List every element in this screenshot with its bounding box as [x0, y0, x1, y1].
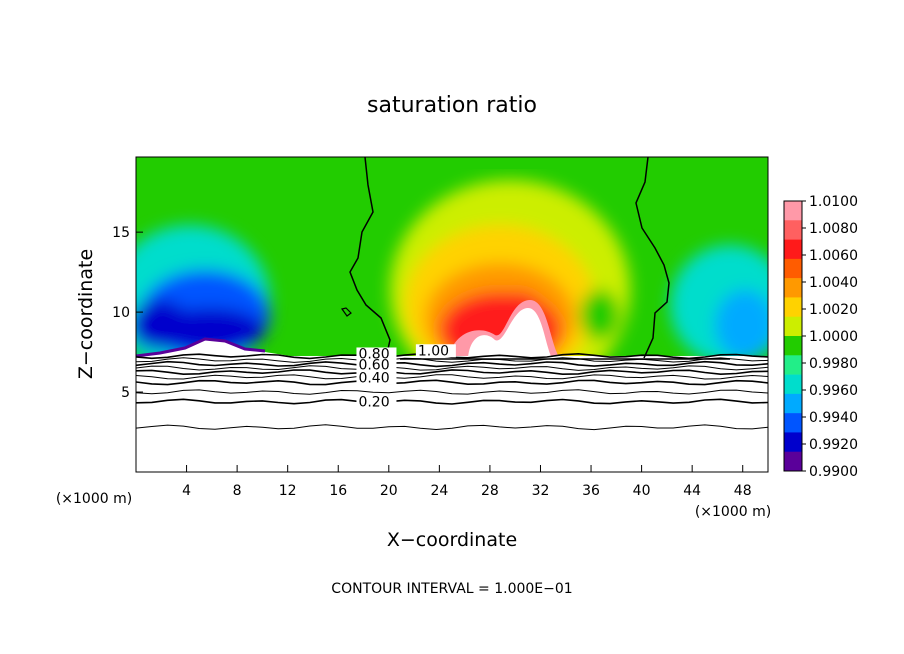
colorbar-label: 1.0100: [809, 194, 858, 210]
contour-line: [136, 374, 768, 380]
colorbar-swatch: [784, 258, 802, 279]
x-tick-label: 16: [329, 483, 347, 499]
colorbar-swatch: [784, 220, 802, 240]
contour-label-bg: [356, 395, 397, 409]
x-axis: 4 8 12 16 20 24 28 32 36 40 44 48: [182, 465, 752, 499]
x-tick-label: 40: [633, 483, 651, 499]
plot-area: 1.00 0.800.600.40 0.20: [135, 156, 769, 473]
x-tick-label: 4: [182, 483, 191, 499]
colorbar-swatch: [784, 451, 802, 472]
contour-line-1-right: [635, 157, 670, 359]
contour-label-bg: [415, 344, 456, 358]
x-unit-label-left: (×1000 m): [56, 491, 132, 507]
y-tick-label: 15: [112, 225, 130, 241]
contour-line-small: [340, 307, 352, 317]
plot-frame: [135, 156, 769, 473]
x-tick-label: 48: [734, 483, 752, 499]
y-tick-label: 10: [112, 305, 130, 321]
x-tick-label: 24: [430, 483, 448, 499]
contour-line: [136, 357, 768, 363]
x-tick-label: 28: [481, 483, 499, 499]
contour-label-bg: [356, 347, 397, 361]
colorbar-label: 1.0060: [809, 248, 858, 264]
contour-line: [136, 352, 768, 360]
colorbar-label: 1.0040: [809, 275, 858, 291]
colorbar-swatch: [784, 374, 802, 395]
colorbar-swatch: [784, 201, 802, 221]
x-unit-label-right: (×1000 m): [695, 504, 771, 520]
colorbar-swatch: [784, 278, 802, 298]
contour-line: [136, 398, 768, 405]
heatmap-field: 1.00 0.800.600.40 0.20: [136, 157, 768, 472]
contour-line: [136, 389, 768, 395]
contour-line: [136, 369, 768, 376]
colorbar-label: 0.9960: [809, 383, 858, 399]
colorbar: 1.0100 1.0080 1.0060 1.0040 1.0020 1.0000 0.99…: [783, 194, 858, 480]
x-tick-label: 8: [233, 483, 242, 499]
colorbar-swatch: [784, 355, 802, 375]
colorbar-label: 0.9920: [809, 437, 858, 453]
x-axis-label: X−coordinate: [387, 529, 517, 551]
x-tick-label: 20: [380, 483, 398, 499]
contour-labels: 1.00 0.800.600.40 0.20: [356, 343, 456, 410]
lower-boundary-purple: [136, 337, 266, 358]
colorbar-label: 0.9980: [809, 356, 858, 372]
contour-line: [136, 424, 768, 431]
colorbar-swatch: [784, 413, 802, 433]
contour-line: [136, 365, 768, 371]
contour-label: 0.40: [358, 370, 389, 386]
contour-interval-note: CONTOUR INTERVAL = 1.000E−01: [331, 581, 572, 597]
contour-line: [136, 379, 768, 386]
contour-label: 0.20: [358, 394, 389, 410]
colorbar-swatch: [784, 239, 802, 260]
lower-white-region: [136, 340, 768, 472]
colorbar-label: 0.9940: [809, 410, 858, 426]
colorbar-swatch: [784, 432, 802, 453]
x-tick-label: 36: [582, 483, 600, 499]
y-tick-label: 5: [121, 385, 130, 401]
colorbar-swatch: [784, 336, 802, 356]
colorbar-swatch: [784, 316, 802, 337]
contour-label: 0.80: [358, 346, 389, 362]
x-tick-label: 12: [279, 483, 297, 499]
colorbar-swatch: [784, 297, 802, 318]
y-axis: 5 10 15: [112, 225, 143, 401]
x-tick-label: 32: [532, 483, 550, 499]
contour-line-1-left: [349, 157, 391, 359]
y-axis-label: Z−coordinate: [75, 249, 97, 379]
x-tick-label: 44: [683, 483, 701, 499]
contour-label: 0.60: [358, 358, 389, 374]
contour-line: [136, 360, 768, 368]
colorbar-label: 0.9900: [809, 464, 858, 480]
contour-label-bg: [356, 371, 397, 385]
colorbar-swatch: [784, 393, 802, 414]
colorbar-label: 1.0080: [809, 221, 858, 237]
contour-label: 1.00: [418, 343, 449, 359]
colorbar-label: 1.0000: [809, 329, 858, 345]
contour-label-bg: [356, 358, 397, 372]
contour-lines: [136, 352, 768, 431]
colorbar-label: 1.0020: [809, 302, 858, 318]
field-supersat-hole: [468, 308, 552, 358]
chart-title: saturation ratio: [367, 93, 537, 118]
